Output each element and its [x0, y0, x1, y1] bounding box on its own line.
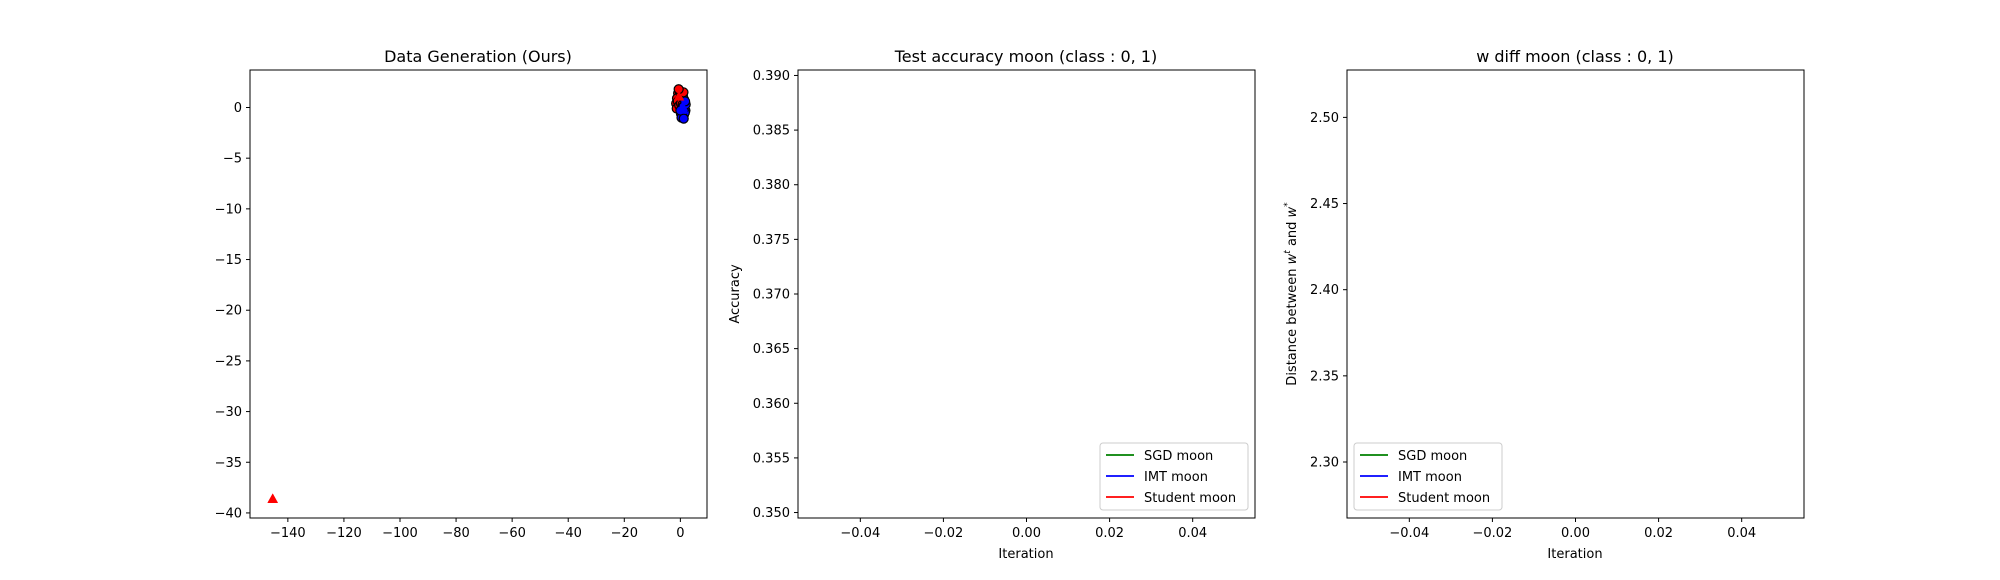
y-tick-label: 0.385 [753, 124, 790, 139]
x-tick-label: 0 [676, 526, 684, 541]
y-axis-ticks: 0.350 0.355 0.360 0.365 0.370 0.375 0.380 0.385… [753, 69, 798, 521]
y-tick-label: 0.350 [753, 506, 790, 521]
scatter-panel: Data Generation (Ours) −140 −120 −100 −80 −6… [215, 47, 708, 541]
legend-label: SGD moon [1144, 449, 1213, 464]
data-point-triangle [678, 104, 689, 114]
x-tick-label: −0.02 [923, 526, 963, 541]
legend-box [1353, 442, 1503, 511]
y-tick-label: 0.360 [753, 397, 790, 412]
x-axis-ticks: −140 −120 −100 −80 −60 −40 −20 0 [270, 518, 685, 541]
chart-title: w diff moon (class : 0, 1) [1476, 47, 1674, 66]
accuracy-panel: Test accuracy moon (class : 0, 1) −0.04−… [728, 47, 1256, 562]
x-tick-label: −100 [382, 526, 418, 541]
y-tick-label: 2.35 [1310, 369, 1339, 384]
y-axis-label: Accuracy [728, 264, 743, 324]
y-tick-label: 0.390 [753, 69, 790, 84]
x-tick-label: 0.04 [1727, 526, 1756, 541]
x-tick-label: −0.02 [1472, 526, 1512, 541]
y-tick-label: −30 [215, 405, 242, 420]
scatter-marks [267, 84, 691, 503]
legend-label: Student moon [1144, 491, 1236, 506]
axes-frame [249, 69, 708, 519]
y-tick-label: −10 [215, 202, 242, 217]
x-tick-label: 0.02 [1644, 526, 1673, 541]
y-axis-ticks: 2.30 2.35 2.40 2.45 2.50 [1310, 111, 1347, 471]
x-tick-label: −140 [270, 526, 306, 541]
y-tick-label: 2.50 [1310, 111, 1339, 126]
data-point-triangle [673, 90, 685, 101]
legend-label: IMT moon [1144, 470, 1208, 485]
x-tick-label: −20 [611, 526, 638, 541]
legend-box [1099, 442, 1249, 511]
y-tick-label: 0.380 [753, 178, 790, 193]
y-tick-label: 0.355 [753, 451, 790, 466]
legend-label: Student moon [1398, 491, 1490, 506]
x-tick-label: 0.00 [1012, 526, 1041, 541]
x-tick-label: −80 [442, 526, 469, 541]
x-tick-label: −60 [498, 526, 525, 541]
y-tick-label: 2.40 [1310, 283, 1339, 298]
legend: SGD moon IMT moon Student moon [1353, 442, 1503, 511]
x-axis-ticks: −0.04 −0.02 0.00 0.02 0.04 [840, 518, 1207, 541]
x-tick-label: −40 [554, 526, 581, 541]
y-tick-label: 0.365 [753, 342, 790, 357]
x-axis-label: Iteration [998, 547, 1053, 562]
y-tick-label: 2.30 [1310, 456, 1339, 471]
x-tick-label: 0.04 [1178, 526, 1207, 541]
legend-label: SGD moon [1398, 449, 1467, 464]
x-axis-label: Iteration [1547, 547, 1602, 562]
x-tick-label: −0.04 [1389, 526, 1429, 541]
x-tick-label: 0.00 [1561, 526, 1590, 541]
x-tick-label: −120 [326, 526, 362, 541]
legend: SGD moon IMT moon Student moon [1099, 442, 1249, 511]
chart-title: Data Generation (Ours) [384, 47, 572, 66]
y-tick-label: −40 [215, 506, 242, 521]
y-tick-label: −15 [215, 253, 242, 268]
y-axis-label: Distance between wt and w* [1283, 202, 1300, 386]
x-axis-ticks: −0.04 −0.02 0.00 0.02 0.04 [1389, 518, 1756, 541]
legend-label: IMT moon [1398, 470, 1462, 485]
y-tick-label: −20 [215, 304, 242, 319]
x-tick-label: 0.02 [1095, 526, 1124, 541]
data-point-triangle [267, 493, 279, 503]
y-tick-label: 0.375 [753, 233, 790, 248]
y-tick-label: −35 [215, 456, 242, 471]
x-tick-label: −0.04 [840, 526, 880, 541]
y-tick-label: 0.370 [753, 288, 790, 303]
y-tick-label: −25 [215, 354, 242, 369]
y-tick-label: 2.45 [1310, 197, 1339, 212]
y-tick-label: −5 [223, 152, 242, 167]
y-axis-ticks: 0 −5 −10 −15 −20 −25 −30 −35 −40 [215, 101, 250, 521]
chart-title: Test accuracy moon (class : 0, 1) [894, 47, 1158, 66]
y-tick-label: 0 [234, 101, 242, 116]
w-diff-panel: w diff moon (class : 0, 1) −0.04 −0.02 0.0… [1283, 47, 1805, 562]
